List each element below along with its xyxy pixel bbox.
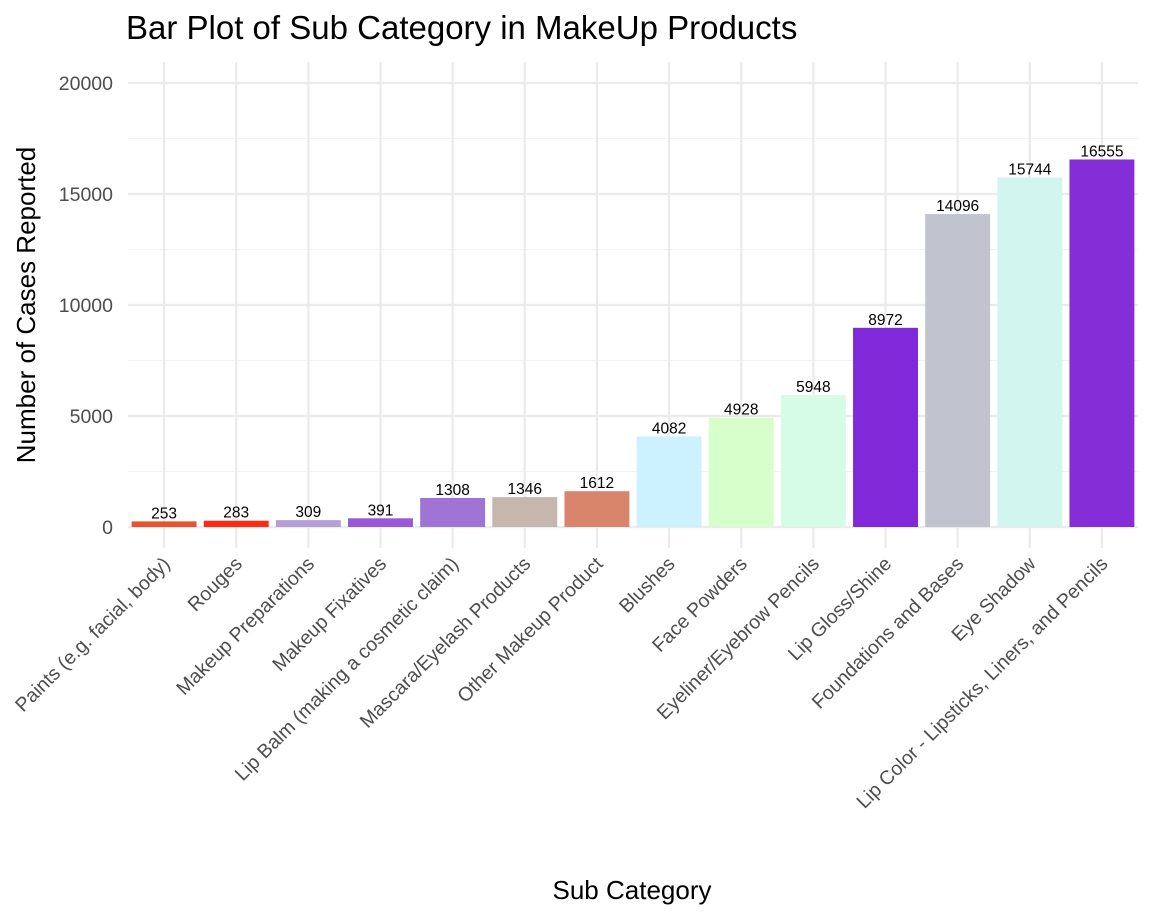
y-axis-ticks: 0 5000 10000 15000 20000 — [59, 73, 113, 539]
data-label: 1612 — [580, 475, 614, 492]
data-label: 1346 — [508, 481, 542, 498]
x-tick-label: Makeup Preparations — [172, 553, 319, 700]
bar — [348, 518, 413, 527]
y-tick-label: 20000 — [59, 73, 113, 95]
x-tick-label: Blushes — [615, 553, 680, 618]
x-tick-label: Paints (e.g. facial, body) — [11, 553, 174, 716]
chart-title: Bar Plot of Sub Category in MakeUp Produ… — [126, 9, 797, 46]
y-tick-label: 0 — [102, 517, 113, 539]
data-label: 283 — [223, 505, 249, 522]
bar — [420, 497, 486, 527]
bars — [131, 159, 1135, 528]
bar — [853, 327, 918, 527]
data-label: 1308 — [435, 482, 469, 499]
data-label: 8972 — [868, 312, 902, 329]
data-label: 14096 — [936, 198, 979, 215]
bar — [131, 521, 197, 527]
x-tick-label: Foundations and Bases — [808, 553, 969, 714]
bar — [636, 436, 702, 527]
data-label: 4082 — [652, 420, 686, 437]
bar — [708, 417, 774, 527]
y-tick-label: 15000 — [59, 184, 113, 206]
data-label: 391 — [368, 502, 394, 519]
x-tick-label: Other Makeup Product — [453, 553, 608, 708]
data-labels: 253 283 309 391 1308 1346 1612 4082 4928 5948 8972… — [151, 143, 1123, 522]
data-label: 253 — [151, 505, 177, 522]
bar — [203, 520, 269, 527]
data-label: 5948 — [796, 379, 830, 396]
data-label: 15744 — [1008, 161, 1051, 178]
x-axis-title: Sub Category — [553, 875, 712, 905]
data-label: 16555 — [1080, 143, 1123, 160]
bar — [997, 177, 1063, 527]
y-axis-title: Number of Cases Reported — [11, 147, 41, 463]
bar — [275, 520, 341, 527]
bar — [564, 491, 630, 527]
bar — [492, 497, 558, 527]
data-label: 4928 — [724, 402, 758, 419]
data-label: 309 — [295, 504, 321, 521]
x-tick-label: Rouges — [184, 553, 247, 616]
bar — [1069, 159, 1135, 527]
bar — [780, 394, 846, 527]
bar — [925, 214, 991, 528]
y-tick-label: 10000 — [59, 295, 113, 317]
y-tick-label: 5000 — [70, 406, 114, 428]
x-tick-label: Lip Color - Lipsticks, Liners, and Penci… — [852, 553, 1112, 813]
